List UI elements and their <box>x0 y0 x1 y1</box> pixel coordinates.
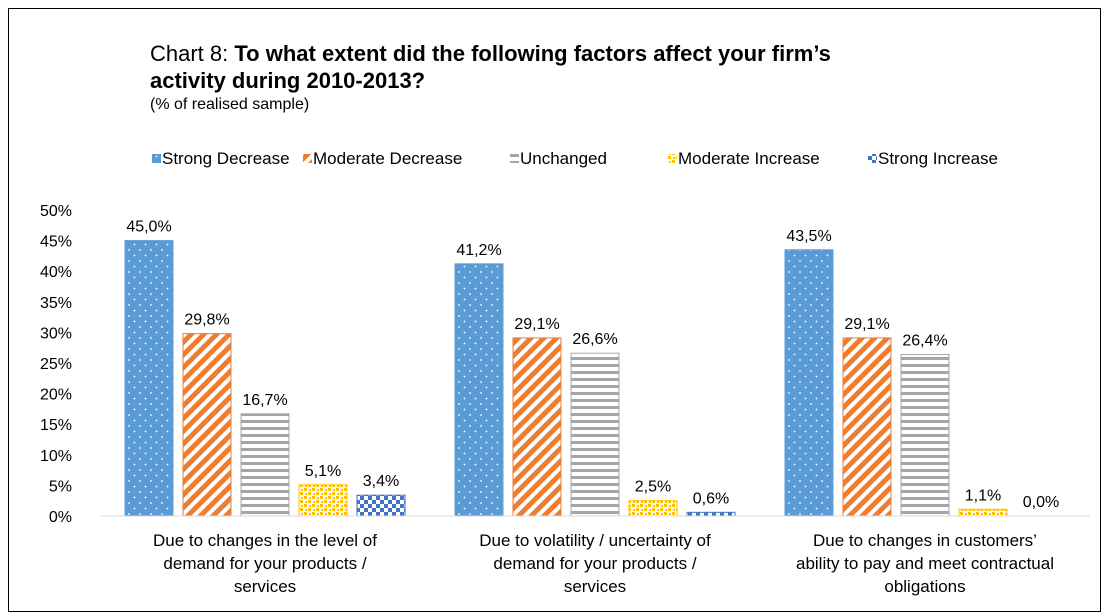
category-label-line: services <box>234 577 296 596</box>
category-label-line: Due to volatility / uncertainty of <box>479 531 711 550</box>
data-label: 29,8% <box>184 312 229 329</box>
data-label: 0,6% <box>693 490 729 507</box>
bar-strong-decrease <box>784 249 834 517</box>
y-tick-label: 35% <box>40 295 72 312</box>
chart-title-line-2: activity during 2010-2013? <box>150 68 426 93</box>
x-axis: Due to changes in the level of demand for… <box>100 515 1090 596</box>
bar-moderate-decrease <box>182 333 232 517</box>
category-label-line: demand for your products / <box>493 554 696 573</box>
y-tick-label: 50% <box>40 203 72 220</box>
legend-label-2: Unchanged <box>520 149 607 168</box>
category-label-line: ability to pay and meet contractual <box>796 554 1054 573</box>
chart-title-block: Chart 8: To what extent did the followin… <box>150 40 1050 115</box>
y-tick-label: 40% <box>40 264 72 281</box>
chart-title-bold-1: To what extent did the following factors… <box>234 41 831 66</box>
legend-swatch-4 <box>868 154 877 163</box>
bar-unchanged <box>570 352 620 517</box>
data-label: 16,7% <box>242 392 287 409</box>
chart-legend: Strong Decrease Moderate Decrease Unchange… <box>152 149 998 168</box>
y-tick-label: 0% <box>49 509 72 526</box>
chart-title-line-1: Chart 8: To what extent did the followin… <box>150 40 1050 67</box>
bars-group: 45,0% 29,8% 16,7% 5,1% 3,4% 41,2% 29,1% 26,6% 2,… <box>124 219 1059 517</box>
data-label: 26,4% <box>902 332 947 349</box>
bar-unchanged <box>900 353 950 517</box>
data-label: 1,1% <box>965 487 1001 504</box>
category-label-line: Due to changes in customers’ <box>813 531 1037 550</box>
y-tick-label: 30% <box>40 325 72 342</box>
bar-moderate-decrease <box>842 337 892 517</box>
bar-moderate-increase <box>958 508 1008 517</box>
data-label: 41,2% <box>456 242 501 259</box>
bar-unchanged <box>240 413 290 517</box>
bar-moderate-increase <box>298 484 348 517</box>
bar-strong-increase <box>686 511 736 517</box>
data-label: 26,6% <box>572 331 617 348</box>
legend-swatch-0 <box>152 154 161 163</box>
y-tick-label: 45% <box>40 234 72 251</box>
chart-subtitle: (% of realised sample) <box>150 96 310 113</box>
bar-strong-increase <box>356 494 406 517</box>
legend-label-1: Moderate Decrease <box>313 149 462 168</box>
category-label-line: services <box>564 577 626 596</box>
y-axis: 0% 5% 10% 15% 20% 25% 30% 35% 40% 45% 50% <box>40 203 72 526</box>
legend-swatch-1 <box>303 154 312 163</box>
y-tick-label: 15% <box>40 417 72 434</box>
bar-moderate-increase <box>628 500 678 517</box>
legend-label-3: Moderate Increase <box>678 149 820 168</box>
legend-swatch-3 <box>668 154 677 163</box>
data-label: 3,4% <box>363 473 399 490</box>
category-label-line: Due to changes in the level of <box>153 531 377 550</box>
bar-strong-decrease <box>124 240 174 517</box>
category-label-line: obligations <box>884 577 965 596</box>
y-tick-label: 10% <box>40 448 72 465</box>
y-tick-label: 20% <box>40 387 72 404</box>
legend-swatch-2 <box>510 154 519 163</box>
category-label-line: demand for your products / <box>163 554 366 573</box>
data-label: 2,5% <box>635 479 671 496</box>
legend-label-4: Strong Increase <box>878 149 998 168</box>
data-label: 45,0% <box>126 219 171 236</box>
bar-moderate-decrease <box>512 337 562 517</box>
bar-strong-decrease <box>454 263 504 517</box>
data-label: 29,1% <box>514 316 559 333</box>
data-label: 43,5% <box>786 228 831 245</box>
data-label: 0,0% <box>1023 494 1059 511</box>
y-tick-label: 25% <box>40 356 72 373</box>
data-label: 29,1% <box>844 316 889 333</box>
y-tick-label: 5% <box>49 478 72 495</box>
chart-title-prefix: Chart 8: <box>150 41 235 66</box>
legend-label-0: Strong Decrease <box>162 149 290 168</box>
data-label: 5,1% <box>305 463 341 480</box>
